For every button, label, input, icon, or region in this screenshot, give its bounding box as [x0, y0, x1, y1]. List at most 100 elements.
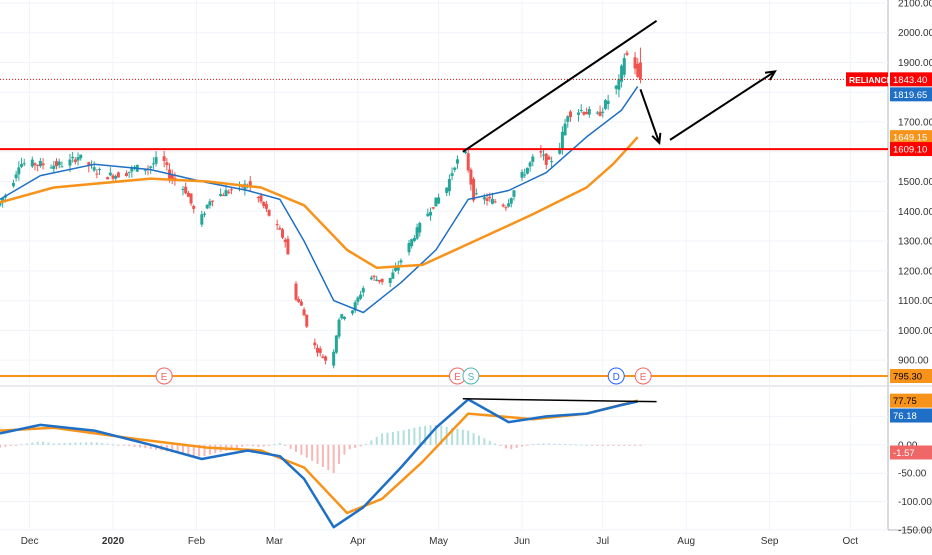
candle-body	[359, 294, 363, 299]
candle-body	[36, 164, 40, 166]
candle-body	[577, 112, 581, 115]
candle-body	[472, 178, 476, 201]
price-tick-label: 1300.00	[898, 237, 932, 248]
event-marker[interactable]	[634, 367, 652, 385]
candle-body	[377, 279, 381, 282]
histogram-bar	[607, 444, 610, 446]
candle-body	[455, 159, 459, 164]
candle-body	[520, 171, 524, 178]
histogram-bar	[381, 433, 384, 445]
candle-body	[380, 278, 384, 283]
candle-body	[447, 179, 451, 192]
event-letter: S	[468, 372, 475, 383]
histogram-bar	[63, 443, 66, 445]
osc-label-bg	[890, 445, 932, 460]
candle-body	[79, 154, 83, 159]
time-tick-label: Mar	[266, 536, 284, 547]
price-label-bg	[890, 87, 932, 102]
histogram-bar	[531, 443, 534, 445]
candle-body	[334, 335, 338, 353]
candle-body	[143, 169, 147, 171]
histogram-bar	[112, 444, 115, 446]
candle-body	[437, 197, 441, 204]
candle-body	[579, 109, 583, 111]
time-tick-label: Sep	[761, 536, 779, 547]
candle-body	[278, 228, 282, 230]
candle-body	[606, 100, 610, 105]
candle-body	[41, 163, 45, 166]
candle-body	[165, 162, 169, 166]
histogram-bar	[284, 444, 287, 446]
histogram-bar	[547, 443, 550, 445]
candle-body	[299, 301, 303, 306]
histogram-bar	[246, 444, 249, 446]
candle-body	[71, 156, 75, 159]
candle-body	[267, 209, 271, 216]
candle-body	[297, 299, 301, 302]
histogram-bar	[235, 444, 238, 449]
macd-line	[0, 398, 638, 529]
candle-body	[340, 314, 344, 319]
candle-body	[493, 201, 497, 203]
candle-body	[412, 237, 416, 241]
time-tick-label: Apr	[350, 536, 366, 547]
candle-body	[601, 111, 605, 113]
candle-body	[68, 159, 72, 166]
price-tick-label: 1900.00	[898, 58, 932, 69]
candle-body	[205, 204, 209, 209]
histogram-bar	[133, 444, 136, 447]
candle-body	[622, 58, 626, 75]
histogram-bar	[273, 444, 276, 446]
candle-body	[262, 201, 266, 207]
trendline-drawing[interactable]	[462, 20, 658, 153]
candle-body	[111, 175, 115, 179]
candle-body	[595, 112, 599, 114]
arrow-drawing[interactable]	[639, 88, 661, 144]
histogram-bar	[316, 444, 319, 464]
candle-body	[617, 79, 621, 90]
osc-tick-label: -150.00	[898, 526, 932, 537]
histogram-bar	[101, 443, 104, 445]
candle-body	[469, 169, 473, 185]
candle-body	[582, 112, 586, 115]
time-tick-label: Feb	[188, 536, 206, 547]
indicator-lines	[0, 78, 888, 314]
histogram-bar	[408, 428, 411, 445]
histogram-bar	[251, 444, 254, 447]
arrow-drawing[interactable]	[669, 70, 776, 141]
candle-body	[286, 238, 290, 255]
candle-body	[528, 162, 532, 167]
histogram-bar	[68, 442, 71, 445]
candle-body	[394, 267, 398, 271]
event-marker[interactable]	[462, 367, 480, 385]
histogram-bar	[25, 443, 28, 445]
histogram-bar	[526, 444, 529, 446]
histogram-bar	[181, 444, 184, 454]
trendline-drawing[interactable]	[462, 398, 657, 403]
event-marker[interactable]	[607, 367, 625, 385]
price-tick-label: 2000.00	[898, 28, 932, 39]
price-tick-label: 1400.00	[898, 207, 932, 218]
histogram-bar	[268, 444, 271, 446]
histogram-bar	[591, 444, 593, 446]
candle-body	[464, 151, 468, 154]
histogram-bar	[171, 444, 174, 453]
event-marker[interactable]	[155, 367, 173, 385]
candle-body	[614, 85, 618, 89]
time-tick-label: Jun	[514, 536, 530, 547]
histogram-bar	[348, 444, 351, 450]
candle-body	[149, 166, 153, 168]
candle-body	[638, 62, 642, 80]
oscillator-pane	[0, 398, 642, 529]
time-tick-label: Jul	[596, 536, 609, 547]
candle-body	[418, 222, 422, 233]
candle-body	[434, 197, 438, 207]
histogram-bar	[434, 424, 437, 445]
candle-body	[11, 182, 15, 187]
histogram-bar	[558, 443, 561, 445]
drawings[interactable]	[462, 20, 777, 403]
